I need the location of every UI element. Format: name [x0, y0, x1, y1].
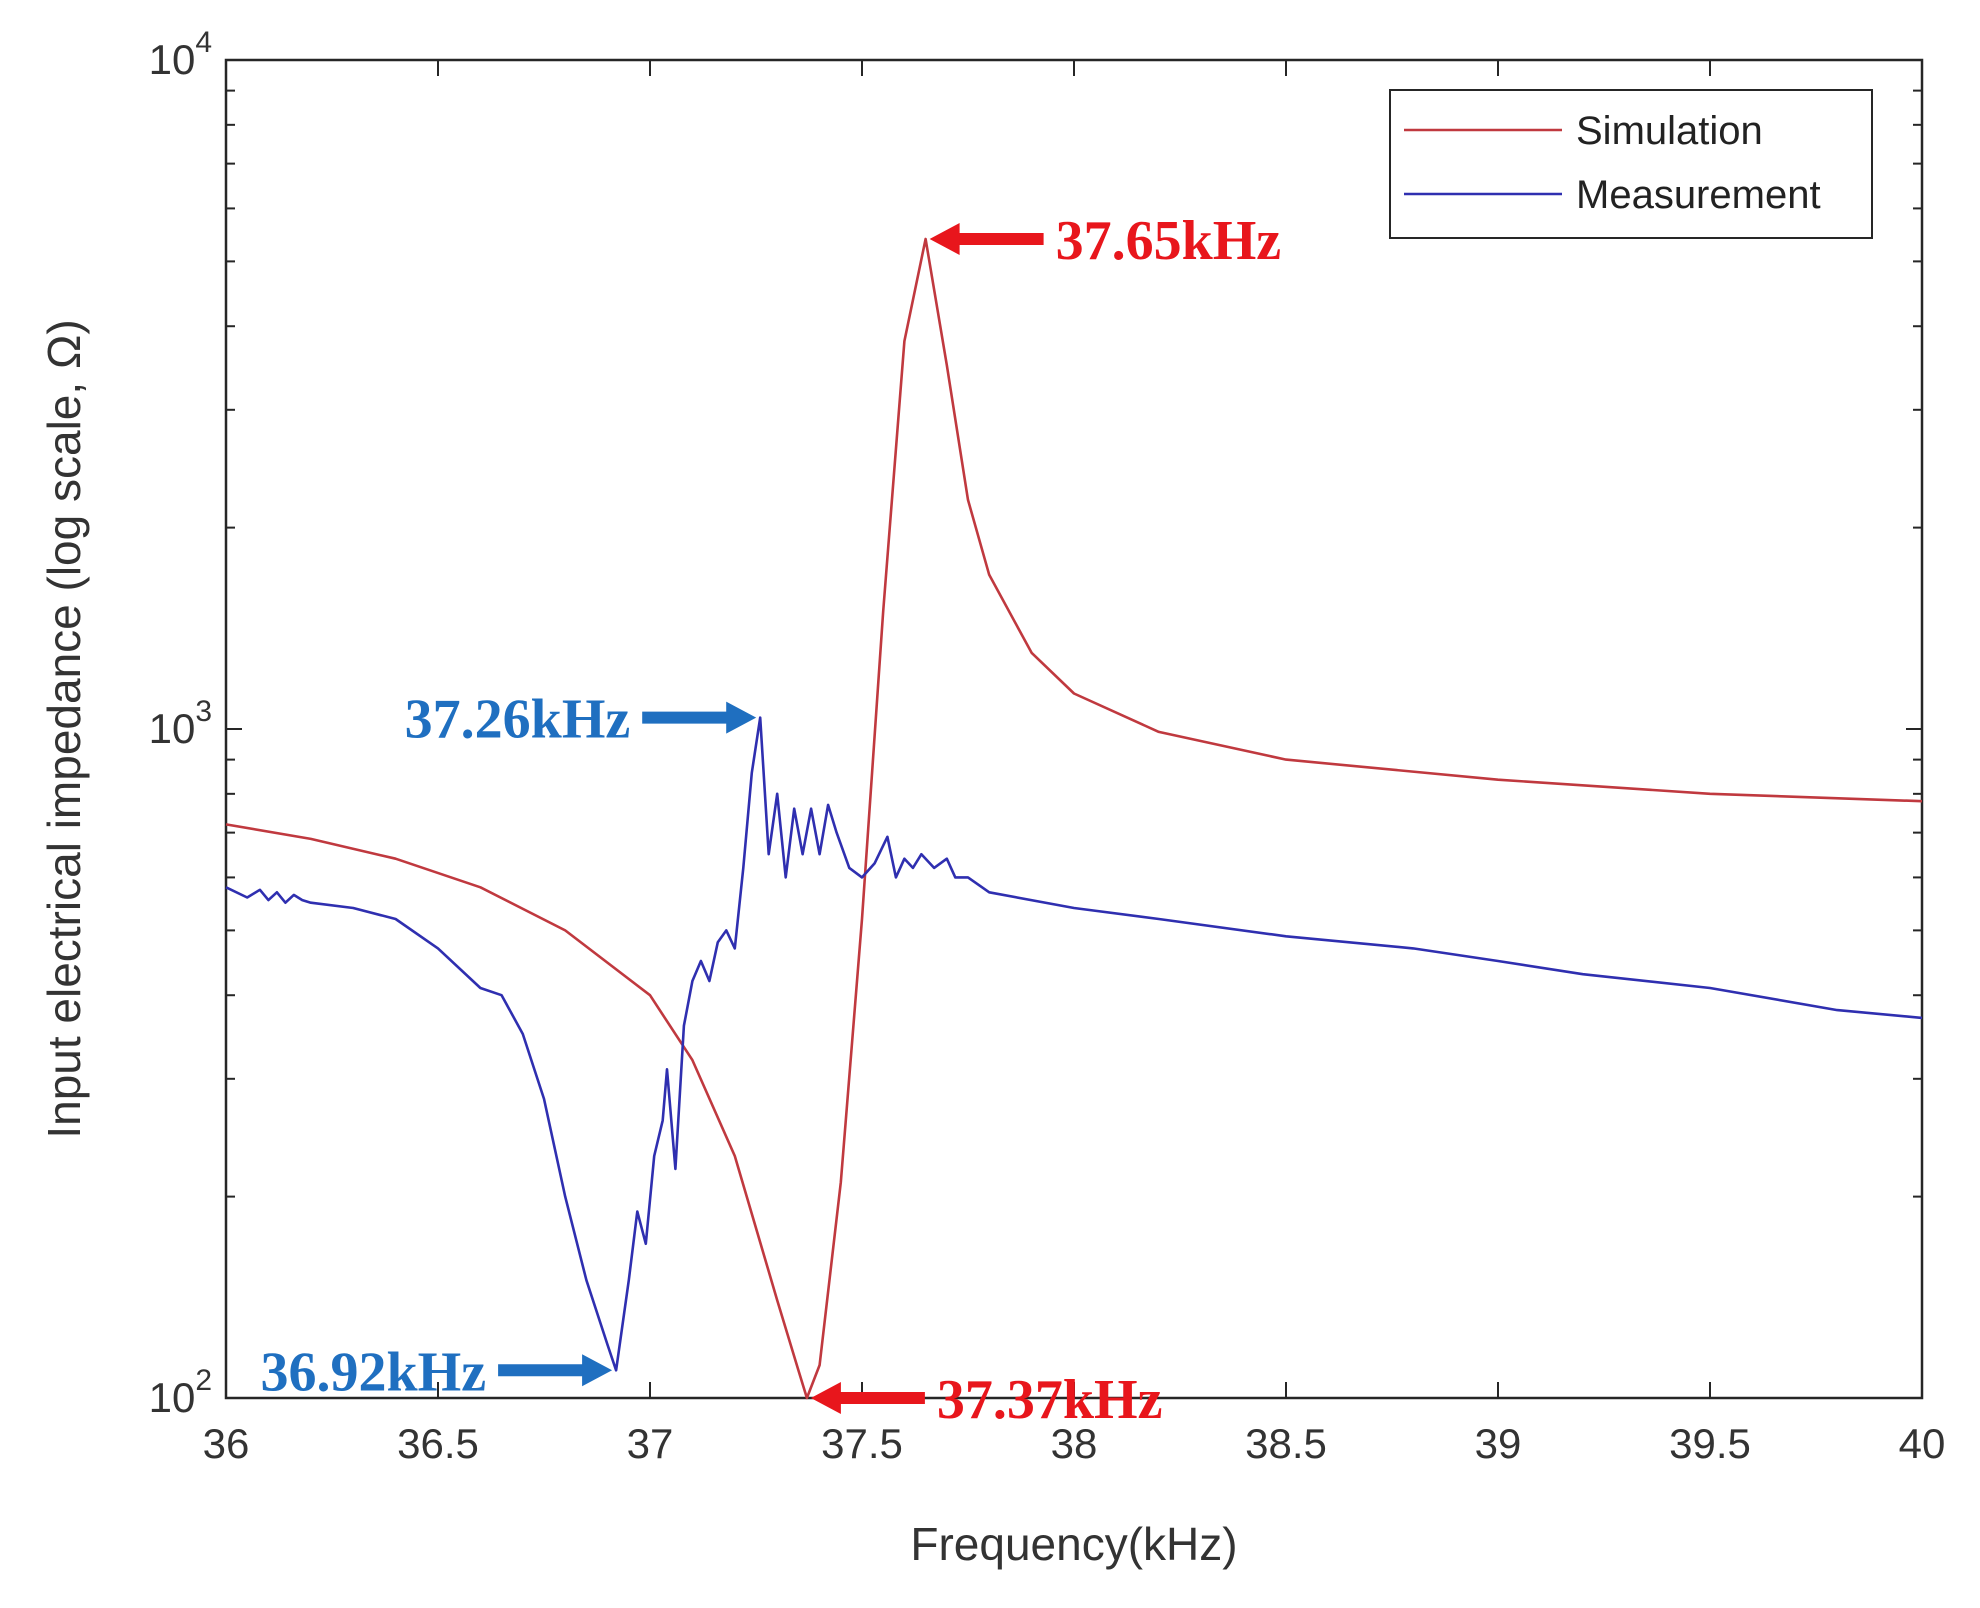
x-tick-label: 39.5	[1669, 1420, 1751, 1467]
legend-label-simulation: Simulation	[1576, 109, 1763, 153]
annotation-label: 37.65kHz	[1056, 210, 1282, 272]
x-tick-label: 38	[1051, 1420, 1098, 1467]
plot-area	[224, 58, 1924, 1400]
series-line-simulation	[225, 237, 1923, 1400]
annotation-arrow	[929, 223, 1044, 255]
plot-frame	[224, 58, 1924, 1400]
annotation-0: 37.65kHz	[929, 210, 1282, 272]
axis-ticks	[225, 59, 1923, 1399]
y-tick-label: 103	[149, 695, 212, 752]
annotation-arrow	[810, 1382, 925, 1414]
x-tick-label: 39	[1475, 1420, 1522, 1467]
series-line-measurement	[225, 716, 1923, 1372]
x-tick-labels: 36 36.5 37 37.5 38 38.5 39 39.5 40	[203, 1420, 1946, 1467]
annotation-arrow	[498, 1354, 613, 1387]
series-layer	[225, 237, 1923, 1400]
annotation-label: 37.37kHz	[937, 1369, 1163, 1431]
x-tick-label: 36.5	[397, 1420, 479, 1467]
x-tick-label: 37.5	[821, 1420, 903, 1467]
x-tick-label: 37	[627, 1420, 674, 1467]
annotation-2: 36.92kHz	[261, 1341, 613, 1403]
legend-box	[1389, 89, 1873, 239]
annotation-1: 37.26kHz	[405, 689, 757, 751]
x-tick-label: 38.5	[1245, 1420, 1327, 1467]
annotation-label: 37.26kHz	[405, 689, 631, 751]
legend: Simulation Measurement	[1389, 89, 1873, 239]
x-tick-label: 40	[1899, 1420, 1946, 1467]
y-tick-labels: 102 103 104	[149, 26, 212, 1421]
annotation-3: 37.37kHz	[810, 1369, 1163, 1431]
x-tick-label: 36	[203, 1420, 250, 1467]
annotation-label: 36.92kHz	[261, 1341, 487, 1403]
annotation-arrow	[642, 701, 757, 734]
y-tick-label: 102	[149, 1364, 212, 1421]
x-axis-label: Frequency(kHz)	[910, 1518, 1237, 1570]
annotations: 37.65kHz 37.26kHz 36.92kHz 37.37kHz	[261, 210, 1282, 1431]
y-tick-label: 104	[149, 26, 212, 83]
legend-label-measurement: Measurement	[1576, 173, 1821, 217]
y-axis-label: Input electrical impedance (log scale, Ω…	[38, 319, 90, 1138]
